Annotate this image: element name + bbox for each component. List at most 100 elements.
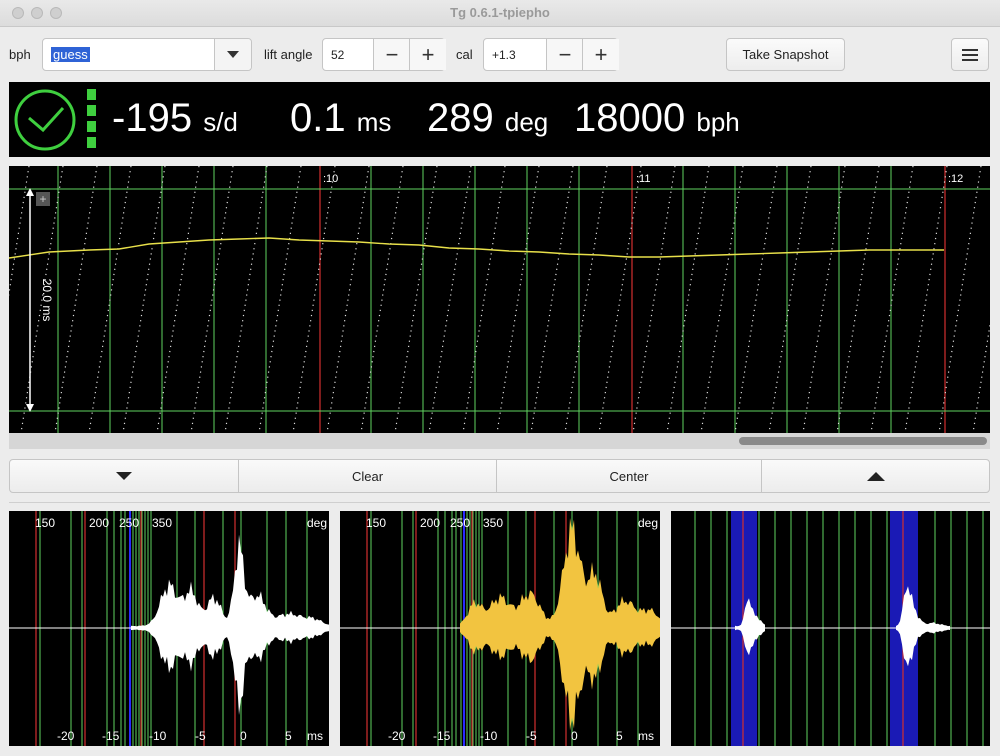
rate-readout: -195 s/d — [112, 96, 238, 141]
bph-label: bph — [9, 47, 31, 62]
scale-label: 20.0 ms — [40, 279, 54, 322]
waveform — [131, 534, 329, 715]
center-button[interactable]: Center — [497, 460, 762, 492]
timegrapher-graph[interactable]: + 20.0 ms :10 :11 :12 — [9, 166, 990, 433]
bph-combobox[interactable]: guess — [42, 38, 252, 71]
beat-dot-trail — [972, 321, 990, 433]
cal-increment-button[interactable]: + — [582, 39, 619, 70]
beat-dot-trail — [122, 166, 166, 433]
tic-waveform-panel: 150 200 250 350 deg -20 -15 -10 -5 0 5 ms — [9, 511, 329, 746]
beat-dot-trail — [224, 166, 268, 433]
cal-decrement-button[interactable]: − — [546, 39, 583, 70]
beat-dot-trail — [292, 166, 336, 433]
amplitude-value: 289 — [427, 96, 494, 140]
beat-error-value: 0.1 — [290, 96, 346, 140]
take-snapshot-button[interactable]: Take Snapshot — [726, 38, 845, 71]
ms-tick-label: -5 — [195, 729, 206, 743]
beat-dot-trail — [190, 166, 234, 433]
minimize-window-button[interactable] — [31, 7, 43, 19]
window-title: Tg 0.6.1-tpiepho — [450, 5, 550, 20]
beat-dot-trail — [768, 166, 812, 433]
signal-bar — [87, 121, 96, 132]
rate-trace — [9, 237, 944, 259]
time-label: :11 — [636, 173, 650, 185]
beat-dot-trail — [700, 166, 744, 433]
scroll-down-button[interactable] — [10, 460, 239, 492]
ms-tick-label: -15 — [433, 729, 451, 743]
arrow-up-icon — [866, 471, 885, 481]
bph-input[interactable]: guess — [51, 47, 90, 62]
hamburger-icon — [962, 53, 978, 56]
beat-error-readout: 0.1 ms — [290, 96, 391, 141]
graph-controls: Clear Center — [9, 459, 990, 493]
waveform — [896, 586, 950, 667]
toc-waveform-panel: 150 200 250 350 deg -20 -15 -10 -5 0 5 ms — [340, 511, 660, 746]
degree-tick-label: 350 — [152, 516, 172, 530]
waveform — [460, 518, 660, 731]
signal-bar — [87, 137, 96, 148]
signal-bar — [87, 89, 96, 100]
ms-tick-label: 5 — [616, 729, 623, 743]
scroll-up-button[interactable] — [762, 460, 989, 492]
scale-indicator: + — [26, 188, 50, 412]
lift-angle-input[interactable]: 52 — [331, 48, 345, 62]
signal-bar — [87, 105, 96, 116]
beat-dot-trail — [836, 166, 880, 433]
rate-value: -195 — [112, 96, 193, 140]
beat-dot-trail — [326, 166, 370, 433]
zoom-window-button[interactable] — [50, 7, 62, 19]
beat-dot-trail — [54, 166, 98, 433]
clock-icon — [14, 89, 76, 151]
scrollbar-thumb[interactable] — [739, 437, 987, 445]
lift-angle-spinner[interactable]: 52 − + — [322, 38, 446, 71]
ms-tick-label: 0 — [240, 729, 247, 743]
period-waveform-panel — [671, 511, 990, 746]
arrow-down-icon — [116, 472, 132, 480]
beat-dot-trail — [258, 166, 302, 433]
ms-tick-label: -20 — [388, 729, 406, 743]
time-label: :10 — [323, 173, 338, 185]
close-window-button[interactable] — [12, 7, 24, 19]
degree-tick-label: 250 — [450, 516, 470, 530]
beat-dot-trail — [666, 166, 710, 433]
beat-dot-trail — [530, 166, 574, 433]
divider — [9, 502, 990, 503]
beat-dot-trail — [360, 166, 404, 433]
ms-tick-label: -15 — [102, 729, 120, 743]
degree-tick-label: 250 — [119, 516, 139, 530]
beat-dot-trail — [564, 166, 608, 433]
degree-tick-label: 200 — [420, 516, 440, 530]
lift-angle-increment-button[interactable]: + — [409, 39, 446, 70]
ms-tick-label: -5 — [526, 729, 537, 743]
lift-angle-label: lift angle — [264, 47, 313, 62]
graph-scrollbar[interactable] — [9, 433, 990, 449]
ms-tick-label: 0 — [571, 729, 578, 743]
bph-dropdown-button[interactable] — [214, 39, 251, 70]
chevron-down-icon — [227, 51, 239, 58]
cal-spinner[interactable]: +1.3 − + — [483, 38, 619, 71]
ms-unit-label: ms — [638, 729, 654, 743]
lift-angle-decrement-button[interactable]: − — [373, 39, 410, 70]
beat-error-unit: ms — [356, 107, 392, 137]
beat-dot-trail — [904, 166, 948, 433]
waveform — [735, 598, 765, 656]
status-indicator — [14, 89, 96, 151]
beat-dot-trail — [496, 166, 540, 433]
ms-tick-label: -10 — [480, 729, 498, 743]
ms-unit-label: ms — [307, 729, 323, 743]
beat-dot-trail — [428, 166, 472, 433]
amplitude-unit: deg — [504, 107, 549, 137]
menu-button[interactable] — [951, 38, 989, 71]
title-bar: Tg 0.6.1-tpiepho — [0, 0, 1000, 27]
bph-readout-unit: bph — [696, 107, 740, 137]
degree-tick-label: 350 — [483, 516, 503, 530]
beat-dot-trail — [734, 166, 778, 433]
ms-tick-label: 5 — [285, 729, 292, 743]
ms-tick-label: -10 — [149, 729, 167, 743]
bph-readout: 18000 bph — [574, 96, 740, 141]
beat-dot-trail — [394, 166, 438, 433]
cal-input[interactable]: +1.3 — [492, 48, 516, 62]
clear-button[interactable]: Clear — [239, 460, 497, 492]
beat-dot-trail — [632, 166, 676, 433]
rate-unit: s/d — [203, 107, 238, 137]
